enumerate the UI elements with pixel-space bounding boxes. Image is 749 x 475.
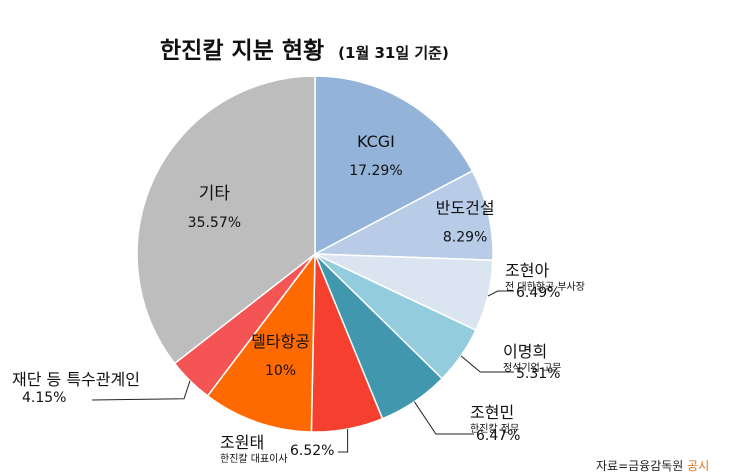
slice-8-name: 기타 bbox=[199, 184, 231, 204]
pie-slices bbox=[136, 75, 494, 433]
slice-7-leader bbox=[91, 380, 191, 401]
slice-8-value: 35.57% bbox=[188, 215, 241, 231]
slice-7-name: 재단 등 특수관계인 bbox=[12, 370, 140, 389]
slice-6-name: 델타항공 bbox=[251, 332, 310, 351]
slice-6-value: 10% bbox=[265, 363, 296, 379]
slice-3-name: 이명희 bbox=[503, 342, 547, 361]
slice-1-value: 8.29% bbox=[443, 230, 487, 246]
leader-lines bbox=[91, 290, 514, 453]
pie-slice-8 bbox=[136, 75, 316, 365]
chart-subtitle: (1월 31일 기준) bbox=[338, 44, 449, 62]
source-note: 자료=금융감독원 공시 bbox=[596, 459, 709, 473]
slice-4-name: 조현민 bbox=[470, 403, 514, 422]
slice-1-name: 반도건설 bbox=[436, 199, 495, 218]
slice-4-value: 6.47% bbox=[476, 428, 520, 444]
slice-7-value: 4.15% bbox=[22, 390, 66, 406]
slice-2-name: 조현아 bbox=[505, 261, 549, 280]
slice-4-note: 한진칼 전무 bbox=[470, 422, 519, 435]
pie-slice-1 bbox=[312, 169, 494, 262]
slice-4-leader bbox=[413, 401, 474, 435]
slice-0-name: KCGI bbox=[357, 132, 395, 151]
slice-5-note: 한진칼 대표이사 bbox=[220, 452, 288, 465]
chart-title: 한진칼 지분 현황 (1월 31일 기준) bbox=[160, 38, 449, 64]
slice-2-value: 6.49% bbox=[516, 285, 560, 301]
slice-2-note: 전 대한항공 부사장 bbox=[505, 281, 585, 293]
slice-0-value: 17.29% bbox=[349, 163, 402, 179]
slice-5-name: 조원태 bbox=[220, 433, 264, 452]
pie-slice-0 bbox=[314, 75, 474, 256]
slice-3-leader bbox=[460, 355, 514, 373]
slice-2-leader bbox=[487, 290, 514, 297]
slice-5-value: 6.52% bbox=[290, 443, 334, 459]
slice-5-leader bbox=[338, 428, 349, 453]
slice-3-value: 5.31% bbox=[516, 366, 560, 382]
pie-slice-6 bbox=[206, 251, 316, 433]
slice-3-note: 정석기업 고문 bbox=[503, 361, 561, 374]
